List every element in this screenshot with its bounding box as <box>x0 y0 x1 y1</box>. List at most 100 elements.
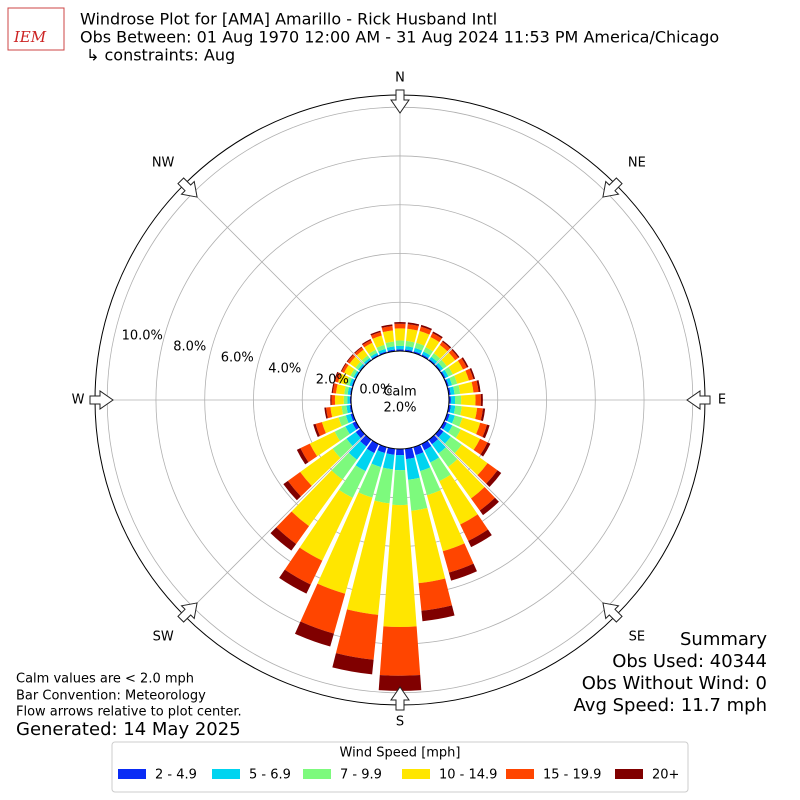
flow-arrow <box>177 602 198 623</box>
bar-segment <box>381 324 393 328</box>
compass-label: S <box>396 715 404 730</box>
bar-segment <box>362 340 373 348</box>
flow-arrow <box>602 602 623 623</box>
legend-swatch <box>615 769 643 779</box>
bar-segment <box>358 463 382 498</box>
bar-segment <box>471 487 496 511</box>
bar-segment <box>453 385 461 395</box>
bar-segment <box>392 470 408 506</box>
legend-swatch <box>402 769 430 779</box>
bar-segment <box>441 369 449 378</box>
bar-segment <box>444 366 453 377</box>
bar-segment <box>296 448 309 465</box>
bar-segment <box>448 563 477 581</box>
bar-segment <box>479 497 499 516</box>
legend-label: 10 - 14.9 <box>439 768 497 783</box>
bar-segment <box>454 395 462 405</box>
bar-segment <box>480 393 483 407</box>
bar-segment <box>440 421 447 430</box>
bar-segment <box>449 405 456 414</box>
bar-segment <box>438 431 451 444</box>
bar-segment <box>361 338 372 345</box>
grid-spoke <box>434 434 616 616</box>
note: Calm values are < 2.0 mph <box>16 672 194 687</box>
grid-spoke <box>184 434 366 616</box>
bar-segment <box>395 448 405 456</box>
bar-segment <box>422 351 431 359</box>
bar-segment <box>411 508 446 584</box>
bar-segment <box>441 352 456 367</box>
bar-segment <box>335 609 379 660</box>
bar-segment <box>333 371 339 382</box>
bar-segment <box>372 335 385 348</box>
summary: Obs Used: 40344 <box>612 651 767 672</box>
bar-segment <box>309 431 340 457</box>
bar-segment <box>378 348 387 354</box>
bar-segment <box>284 547 323 585</box>
bar-segment <box>461 394 476 406</box>
bar-segment <box>459 417 481 435</box>
bar-segment <box>444 413 450 422</box>
bar-segment <box>431 439 446 454</box>
bar-segment <box>344 365 355 377</box>
bar-segment <box>287 472 312 497</box>
bar-segment <box>382 330 395 344</box>
bar-segment <box>361 355 370 363</box>
bar-segment <box>465 368 474 381</box>
bar-segment <box>413 347 423 354</box>
flow-arrow-shape <box>390 89 410 114</box>
bar-segment <box>438 447 458 467</box>
bar-segment <box>404 447 415 460</box>
bar-segment <box>476 422 488 438</box>
bar-segment <box>408 477 428 511</box>
bar-segment <box>439 474 478 525</box>
bar-segment <box>349 356 361 368</box>
bar-segment <box>423 347 434 356</box>
bar-segment <box>324 407 328 419</box>
bar-segment <box>421 354 429 360</box>
bar-segment <box>279 569 311 594</box>
bar-segment <box>475 407 483 421</box>
bar-segment <box>364 342 376 354</box>
grid-spoke <box>184 184 366 366</box>
flow-arrow <box>602 177 623 198</box>
flow-arrow-shape <box>177 177 198 198</box>
compass-label: NE <box>628 156 646 171</box>
bar-segment <box>420 324 432 331</box>
bar-segment <box>476 380 481 393</box>
compass-label: E <box>718 393 726 408</box>
bar-segment <box>334 395 344 405</box>
bar-segment <box>371 450 385 468</box>
r-tick-label: 2.0% <box>316 373 349 388</box>
calm-area <box>350 350 450 450</box>
flow-arrow <box>177 177 198 198</box>
bar-segment <box>471 380 479 393</box>
note: Bar Convention: Meteorology <box>16 689 206 704</box>
chart-subtitle: Obs Between: 01 Aug 1970 12:00 AM - 31 A… <box>80 28 719 47</box>
bar-segment <box>429 356 438 364</box>
bar-segment <box>300 583 346 634</box>
bar-segment <box>443 422 453 433</box>
bar-segment <box>407 324 419 331</box>
bar-segment <box>343 395 348 405</box>
flow-arrow <box>390 89 410 114</box>
bar-segment <box>354 346 363 354</box>
legend-label: 5 - 6.9 <box>249 768 291 783</box>
bar-segment <box>383 504 417 627</box>
flow-arrow-shape <box>390 686 410 711</box>
bar-segment <box>446 377 453 387</box>
legend-title: Wind Speed [mph] <box>340 746 461 761</box>
bar-segment <box>355 428 365 439</box>
bar-segment <box>448 425 461 438</box>
bar-segment <box>379 626 421 676</box>
bar-segment <box>431 353 441 362</box>
legend-frame <box>111 741 689 793</box>
bar-segment <box>475 394 481 406</box>
bar-segment <box>440 371 446 379</box>
bar-segment <box>331 383 335 394</box>
bar-segment <box>334 426 350 441</box>
bar-segment <box>452 415 463 427</box>
bar-segment <box>407 322 420 327</box>
bar-segment <box>331 394 336 406</box>
compass-label: NW <box>152 156 175 171</box>
